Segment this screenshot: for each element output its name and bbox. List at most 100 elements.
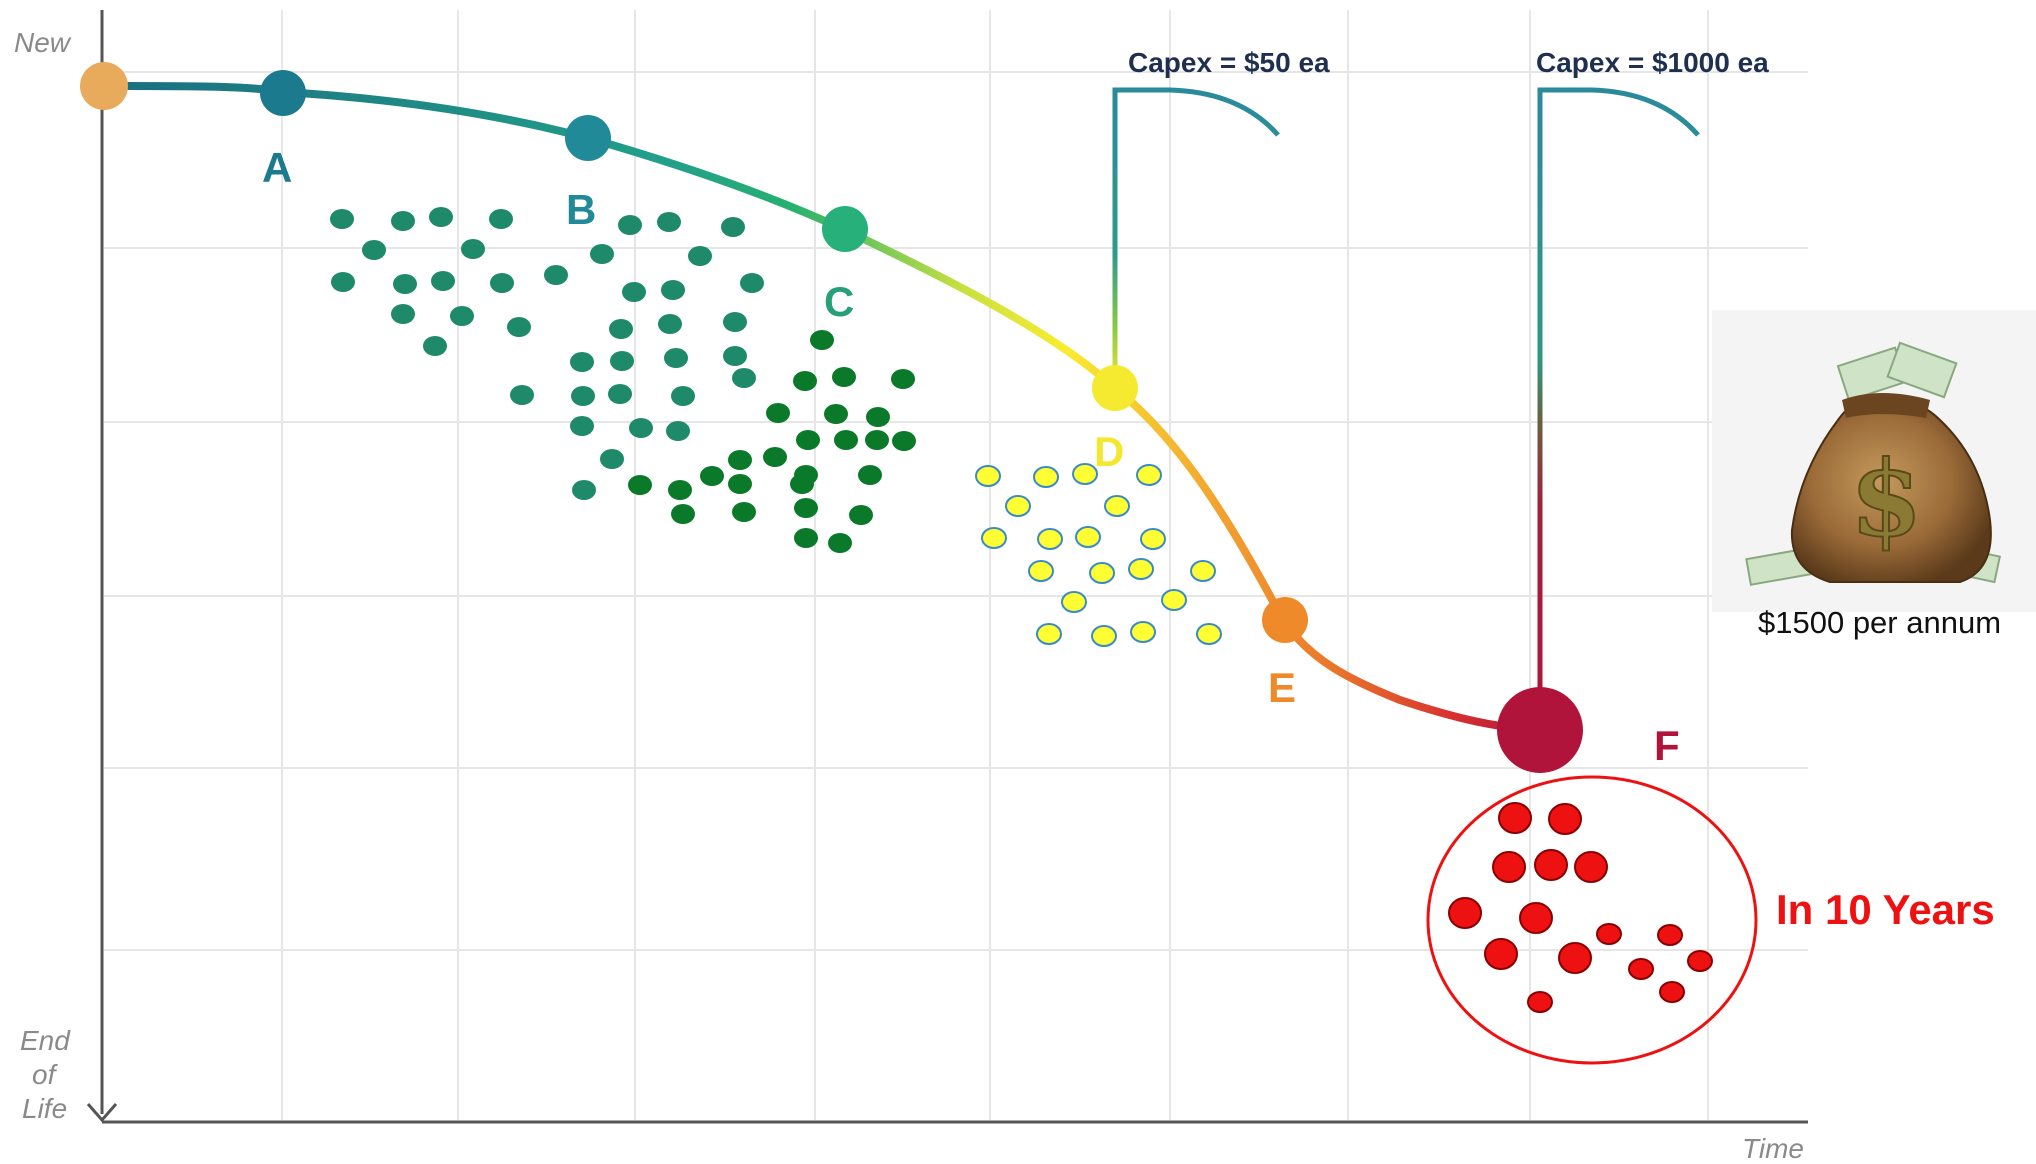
asset-dot — [732, 502, 756, 522]
asset-dot — [362, 240, 386, 260]
asset-dot — [391, 211, 415, 231]
asset-dot — [1574, 851, 1608, 883]
asset-cluster-red — [1448, 802, 1713, 1013]
svg-text:$: $ — [1850, 437, 1922, 560]
asset-dot — [1519, 902, 1553, 934]
asset-dot — [590, 244, 614, 264]
asset-dot — [666, 421, 690, 441]
asset-dot — [1628, 958, 1654, 980]
asset-dot — [393, 274, 417, 294]
asset-dot — [629, 418, 653, 438]
point-label-c: C — [824, 278, 854, 325]
asset-dot — [688, 246, 712, 266]
asset-dot — [450, 306, 474, 326]
asset-dot — [975, 465, 1001, 487]
asset-dot — [728, 450, 752, 470]
asset-dot — [1190, 560, 1216, 582]
marker-b — [565, 115, 611, 161]
future-label: In 10 Years — [1776, 886, 1995, 933]
asset-dot — [610, 351, 634, 371]
marker-start — [80, 62, 128, 110]
asset-dot — [461, 239, 485, 259]
asset-dot — [658, 314, 682, 334]
asset-dot — [571, 386, 595, 406]
asset-dot — [723, 346, 747, 366]
asset-dot — [1196, 623, 1222, 645]
asset-dot — [1534, 849, 1568, 881]
y-axis-bottom-label-line3: Life — [22, 1093, 67, 1124]
asset-dot — [810, 330, 834, 350]
asset-dot — [763, 447, 787, 467]
asset-dot — [331, 272, 355, 292]
asset-dot — [330, 209, 354, 229]
asset-dot — [849, 505, 873, 525]
asset-dot — [1089, 562, 1115, 584]
asset-dot — [832, 367, 856, 387]
asset-dot — [664, 348, 688, 368]
asset-dot — [796, 430, 820, 450]
asset-dot — [429, 207, 453, 227]
asset-dot — [1498, 802, 1532, 834]
asset-dot — [570, 416, 594, 436]
asset-dot — [1072, 463, 1098, 485]
capex-f-stem — [1537, 87, 1700, 728]
marker-f — [1497, 687, 1583, 773]
asset-dot — [391, 304, 415, 324]
asset-dot — [1548, 803, 1582, 835]
asset-dot — [824, 404, 848, 424]
point-label-a: A — [262, 144, 292, 191]
asset-dot — [1484, 938, 1518, 970]
asset-dot — [1104, 495, 1130, 517]
asset-dot — [1028, 560, 1054, 582]
asset-dot — [490, 273, 514, 293]
marker-a — [260, 70, 306, 116]
chart-grid — [104, 10, 1808, 1120]
marker-c — [822, 206, 868, 252]
asset-dot — [1448, 897, 1482, 929]
asset-dot — [1596, 923, 1622, 945]
asset-dot — [609, 319, 633, 339]
asset-dot — [657, 212, 681, 232]
asset-dot — [572, 480, 596, 500]
asset-dot — [1075, 526, 1101, 548]
asset-dot — [766, 403, 790, 423]
asset-dot — [794, 528, 818, 548]
asset-cluster-teal — [330, 207, 764, 500]
asset-dot — [570, 352, 594, 372]
y-axis-bottom-label-line2: of — [32, 1059, 59, 1090]
marker-d — [1092, 365, 1138, 411]
asset-dot — [671, 386, 695, 406]
asset-cluster-yellow — [975, 463, 1222, 647]
asset-dot — [865, 430, 889, 450]
asset-dot — [489, 209, 513, 229]
capex-f-label: Capex = $1000 ea — [1536, 47, 1769, 78]
asset-dot — [622, 282, 646, 302]
asset-dot — [794, 465, 818, 485]
point-label-e: E — [1268, 664, 1296, 711]
degradation-curve — [96, 82, 1544, 734]
asset-dot — [828, 533, 852, 553]
asset-dot — [1037, 528, 1063, 550]
money-bag-icon: $ — [1712, 310, 2036, 612]
future-ring — [1426, 775, 1758, 1065]
annual-cost-label: $1500 per annum — [1758, 605, 2001, 640]
asset-dot — [834, 430, 858, 450]
asset-dot — [1657, 924, 1683, 946]
asset-dot — [1136, 464, 1162, 486]
marker-e — [1262, 597, 1308, 643]
asset-dot — [1558, 942, 1592, 974]
asset-dot — [1161, 589, 1187, 611]
point-label-d: D — [1094, 428, 1124, 475]
asset-dot — [892, 431, 916, 451]
asset-dot — [423, 336, 447, 356]
asset-dot — [1130, 621, 1156, 643]
asset-dot — [431, 271, 455, 291]
asset-dot — [728, 474, 752, 494]
asset-dot — [866, 407, 890, 427]
asset-dot — [1527, 991, 1553, 1013]
y-axis-top-label: New — [14, 27, 72, 58]
asset-dot — [700, 466, 724, 486]
asset-dot — [661, 280, 685, 300]
asset-dot — [732, 368, 756, 388]
